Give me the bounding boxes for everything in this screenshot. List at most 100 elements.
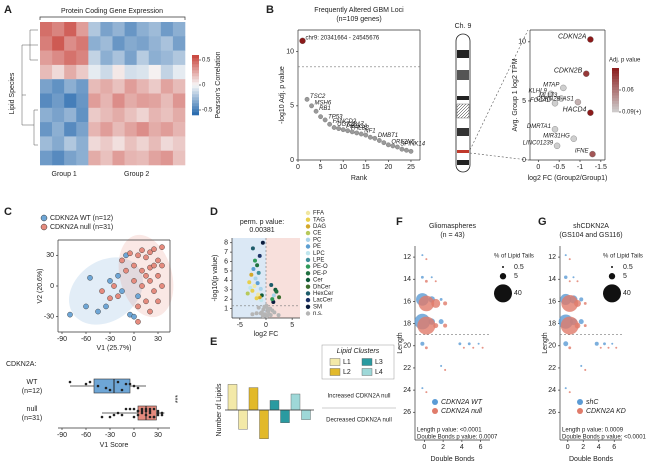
point	[250, 246, 255, 251]
point	[250, 312, 255, 317]
point	[155, 298, 161, 305]
legend-label: PE-O	[313, 264, 328, 270]
bubble	[594, 341, 599, 346]
colorbar-step	[192, 73, 199, 77]
colorbar-step	[192, 88, 199, 92]
heatmap-cell	[124, 50, 137, 66]
colorbar-step	[192, 94, 199, 98]
panel-letter: G	[538, 216, 547, 228]
heatmap-cell	[40, 64, 53, 80]
legend-label: LPE	[313, 257, 324, 263]
point-label: RB1	[319, 106, 331, 112]
point-label: DMBT1	[378, 133, 398, 139]
heatmap-cell	[40, 79, 53, 94]
point	[144, 407, 148, 411]
bubble	[578, 319, 584, 325]
bar	[238, 409, 248, 430]
heatmap-cell	[100, 22, 113, 37]
x-tick-label: 0	[264, 322, 268, 329]
x-axis-label: V1 (25.7%)	[96, 345, 131, 352]
legend-swatch	[361, 358, 373, 366]
category-count: (n=31)	[22, 415, 42, 422]
point	[272, 310, 277, 315]
heatmap-cell	[40, 50, 53, 66]
point	[318, 114, 323, 120]
bubble	[568, 258, 571, 261]
x-tick-label: -90	[57, 432, 67, 439]
annotation: 0.00381	[249, 227, 274, 234]
legend-label: L4	[375, 369, 383, 376]
point	[245, 291, 250, 296]
y-tick-label: 5	[224, 268, 228, 275]
point	[551, 126, 559, 133]
size-legend-marker	[499, 273, 507, 280]
heatmap-cell	[148, 136, 162, 151]
y-tick-label: 12	[403, 254, 411, 261]
point	[258, 286, 263, 291]
heatmap-cell	[52, 50, 65, 66]
heatmap-cell	[124, 64, 137, 80]
point	[156, 413, 160, 417]
point	[128, 382, 132, 386]
point	[250, 288, 255, 293]
point	[159, 244, 165, 250]
point	[155, 257, 161, 264]
point	[96, 384, 100, 388]
heatmap-cell	[112, 64, 125, 80]
point-label: chr9: 20341664 - 24545676	[306, 35, 380, 41]
colorbar-step	[612, 101, 619, 105]
y-axis-label: -log10(p value)	[212, 255, 219, 302]
point	[147, 249, 153, 256]
colorbar-label: Pearson's Correlation	[215, 51, 222, 118]
bubble	[458, 342, 462, 346]
legend-label: CDKN2A null (n=31)	[50, 224, 113, 231]
point	[408, 148, 414, 154]
point	[159, 283, 165, 289]
legend-swatch	[361, 368, 373, 376]
y-tick-label: 5	[290, 103, 294, 110]
point-label: UGT2B17	[337, 122, 364, 128]
bubble	[611, 342, 614, 345]
bubble	[574, 322, 581, 329]
point	[132, 415, 136, 419]
bubble	[418, 295, 435, 312]
heatmap-cell	[40, 150, 53, 166]
legend-label: CDKN2A WT	[441, 399, 483, 406]
point	[304, 96, 310, 102]
point	[108, 415, 112, 419]
colorbar-step	[192, 70, 199, 74]
colorbar-step	[192, 82, 199, 86]
point	[271, 293, 276, 298]
bar	[227, 384, 238, 411]
point	[570, 135, 577, 142]
colorbar-step	[612, 81, 619, 85]
heatmap-cell	[88, 122, 101, 137]
heatmap-cell	[76, 122, 89, 137]
legend-label: PC	[313, 237, 322, 243]
size-legend-label: 5	[514, 273, 518, 280]
x-axis-label: Double Bonds	[431, 456, 475, 463]
point	[140, 407, 144, 411]
point	[128, 407, 132, 411]
colorbar-step	[192, 76, 199, 80]
heatmap-cell	[136, 36, 150, 51]
legend-label: shC	[586, 399, 599, 406]
legend-marker	[305, 244, 311, 249]
bubble	[568, 346, 572, 350]
heatmap-cell	[160, 79, 174, 94]
point	[151, 262, 157, 269]
legend-title: Lipid Clusters	[337, 348, 380, 355]
heatmap-cell	[136, 136, 150, 151]
heatmap-cell	[148, 36, 162, 51]
heatmap-cell	[64, 136, 77, 151]
heatmap-cell	[148, 22, 162, 37]
heatmap-cell	[52, 22, 65, 37]
heatmap-cell	[76, 107, 89, 123]
point	[135, 303, 141, 310]
point	[269, 283, 274, 288]
x-tick-label: 0	[536, 164, 540, 171]
point	[259, 310, 264, 315]
chromosome-centromere	[456, 103, 470, 119]
size-legend-label: 0.5	[623, 264, 633, 271]
